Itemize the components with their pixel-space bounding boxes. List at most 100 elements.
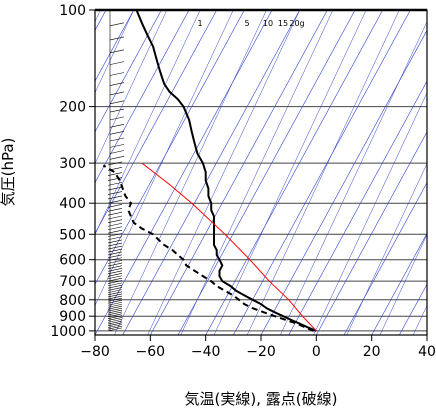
wind-barb bbox=[107, 301, 123, 306]
y-tick-label: 900 bbox=[59, 309, 86, 325]
wind-barb bbox=[107, 195, 123, 200]
isotherm-line bbox=[288, 80, 427, 335]
background-lines bbox=[95, 10, 427, 335]
wind-barb bbox=[107, 320, 123, 325]
adiabat-line bbox=[313, 92, 427, 335]
wind-barb bbox=[107, 248, 123, 253]
y-axis-title: 気圧(hPa) bbox=[0, 138, 17, 207]
isotherm-line bbox=[95, 10, 217, 235]
profile-lines bbox=[102, 10, 317, 332]
adiabat-line bbox=[246, 10, 400, 335]
wind-barb bbox=[107, 289, 123, 293]
wind-barb bbox=[107, 204, 123, 208]
isotherm-line bbox=[95, 10, 190, 184]
mixing-ratio-label: 15 bbox=[278, 19, 288, 28]
wind-barb bbox=[109, 137, 125, 142]
wind-barb bbox=[107, 284, 123, 289]
isotherm-line bbox=[316, 131, 427, 335]
wind-barbs bbox=[107, 10, 125, 332]
wind-barb bbox=[107, 229, 123, 234]
mixing-ratio-label: 10 bbox=[263, 19, 273, 28]
wind-barb bbox=[109, 61, 125, 65]
isotherm-line bbox=[177, 10, 356, 335]
axis-ticks: −80 −60 −40 −20 0 20 40 100 200 300 400 500 600 700 80… bbox=[50, 3, 436, 360]
isotherm-line bbox=[205, 10, 383, 335]
wind-barb bbox=[109, 144, 125, 148]
wind-barb bbox=[107, 322, 123, 327]
wind-barb bbox=[107, 161, 123, 166]
isotherm-line bbox=[233, 10, 411, 335]
wind-barb bbox=[109, 72, 125, 76]
isotherm-line bbox=[95, 10, 273, 335]
wind-barb bbox=[107, 305, 123, 310]
isotherm-line bbox=[95, 10, 134, 82]
x-tick-label: −60 bbox=[136, 344, 166, 360]
wind-barb bbox=[109, 156, 125, 160]
wind-barb bbox=[107, 318, 123, 323]
mixing-ratio-labels: 1 5 10 15 20g bbox=[197, 19, 304, 28]
x-tick-label: 40 bbox=[418, 344, 436, 360]
wind-barb bbox=[109, 123, 125, 128]
profile-line-2 bbox=[141, 162, 317, 332]
x-tick-label: −40 bbox=[191, 344, 221, 360]
wind-barb bbox=[109, 131, 125, 135]
isotherm-line bbox=[426, 334, 427, 335]
wind-barb bbox=[107, 309, 123, 314]
y-tick-label: 700 bbox=[59, 274, 86, 290]
adiabat-line bbox=[213, 10, 367, 335]
wind-barb bbox=[107, 262, 123, 267]
wind-barb bbox=[107, 215, 123, 220]
wind-barb bbox=[109, 116, 125, 121]
mixing-ratio-label: 1 bbox=[197, 19, 202, 28]
wind-barb bbox=[107, 275, 123, 280]
wind-barb bbox=[107, 219, 123, 223]
wind-barb bbox=[107, 251, 123, 256]
adiabat-line bbox=[95, 10, 134, 94]
wind-barb bbox=[107, 299, 123, 304]
x-tick-label: −80 bbox=[80, 344, 110, 360]
profile-line-1 bbox=[102, 164, 314, 332]
wind-barb bbox=[107, 239, 123, 244]
wind-barb bbox=[107, 291, 123, 296]
wind-barb bbox=[107, 315, 123, 319]
y-tick-label: 200 bbox=[59, 100, 86, 116]
wind-barb bbox=[107, 307, 123, 312]
adiabat-line bbox=[280, 21, 427, 335]
x-tick-label: −20 bbox=[246, 344, 276, 360]
adiabat-line bbox=[95, 10, 234, 307]
wind-barb bbox=[109, 91, 125, 96]
wind-barb bbox=[107, 273, 123, 277]
isotherm-line bbox=[150, 10, 328, 335]
wind-barb bbox=[107, 208, 123, 212]
mixing-ratio-label: 20g bbox=[289, 19, 304, 28]
wind-barb bbox=[107, 293, 123, 298]
isotherm-line bbox=[122, 10, 300, 335]
wind-barb bbox=[109, 150, 125, 154]
wind-barb bbox=[107, 313, 123, 318]
wind-barb bbox=[107, 270, 123, 275]
wind-barb bbox=[107, 324, 123, 328]
adiabat-line bbox=[346, 163, 427, 335]
y-tick-label: 500 bbox=[59, 227, 86, 243]
wind-barb bbox=[107, 177, 123, 181]
wind-barb bbox=[107, 186, 123, 191]
wind-barb bbox=[109, 108, 125, 113]
wind-barb bbox=[109, 22, 125, 27]
isotherm-line bbox=[95, 10, 245, 285]
adiabat-line bbox=[379, 233, 427, 335]
wind-barb bbox=[107, 260, 123, 264]
wind-barb bbox=[107, 267, 123, 272]
wind-barb bbox=[107, 257, 123, 261]
wind-barb bbox=[107, 211, 123, 216]
wind-barb bbox=[107, 295, 123, 300]
wind-barb bbox=[107, 297, 123, 302]
wind-barb bbox=[109, 49, 125, 54]
wind-barb bbox=[107, 277, 123, 282]
wind-barb bbox=[107, 287, 123, 291]
wind-barb bbox=[107, 191, 123, 195]
wind-barb bbox=[107, 245, 123, 250]
wind-barb bbox=[107, 280, 123, 284]
isotherm-line bbox=[343, 182, 427, 335]
adiabat-line bbox=[95, 10, 201, 236]
